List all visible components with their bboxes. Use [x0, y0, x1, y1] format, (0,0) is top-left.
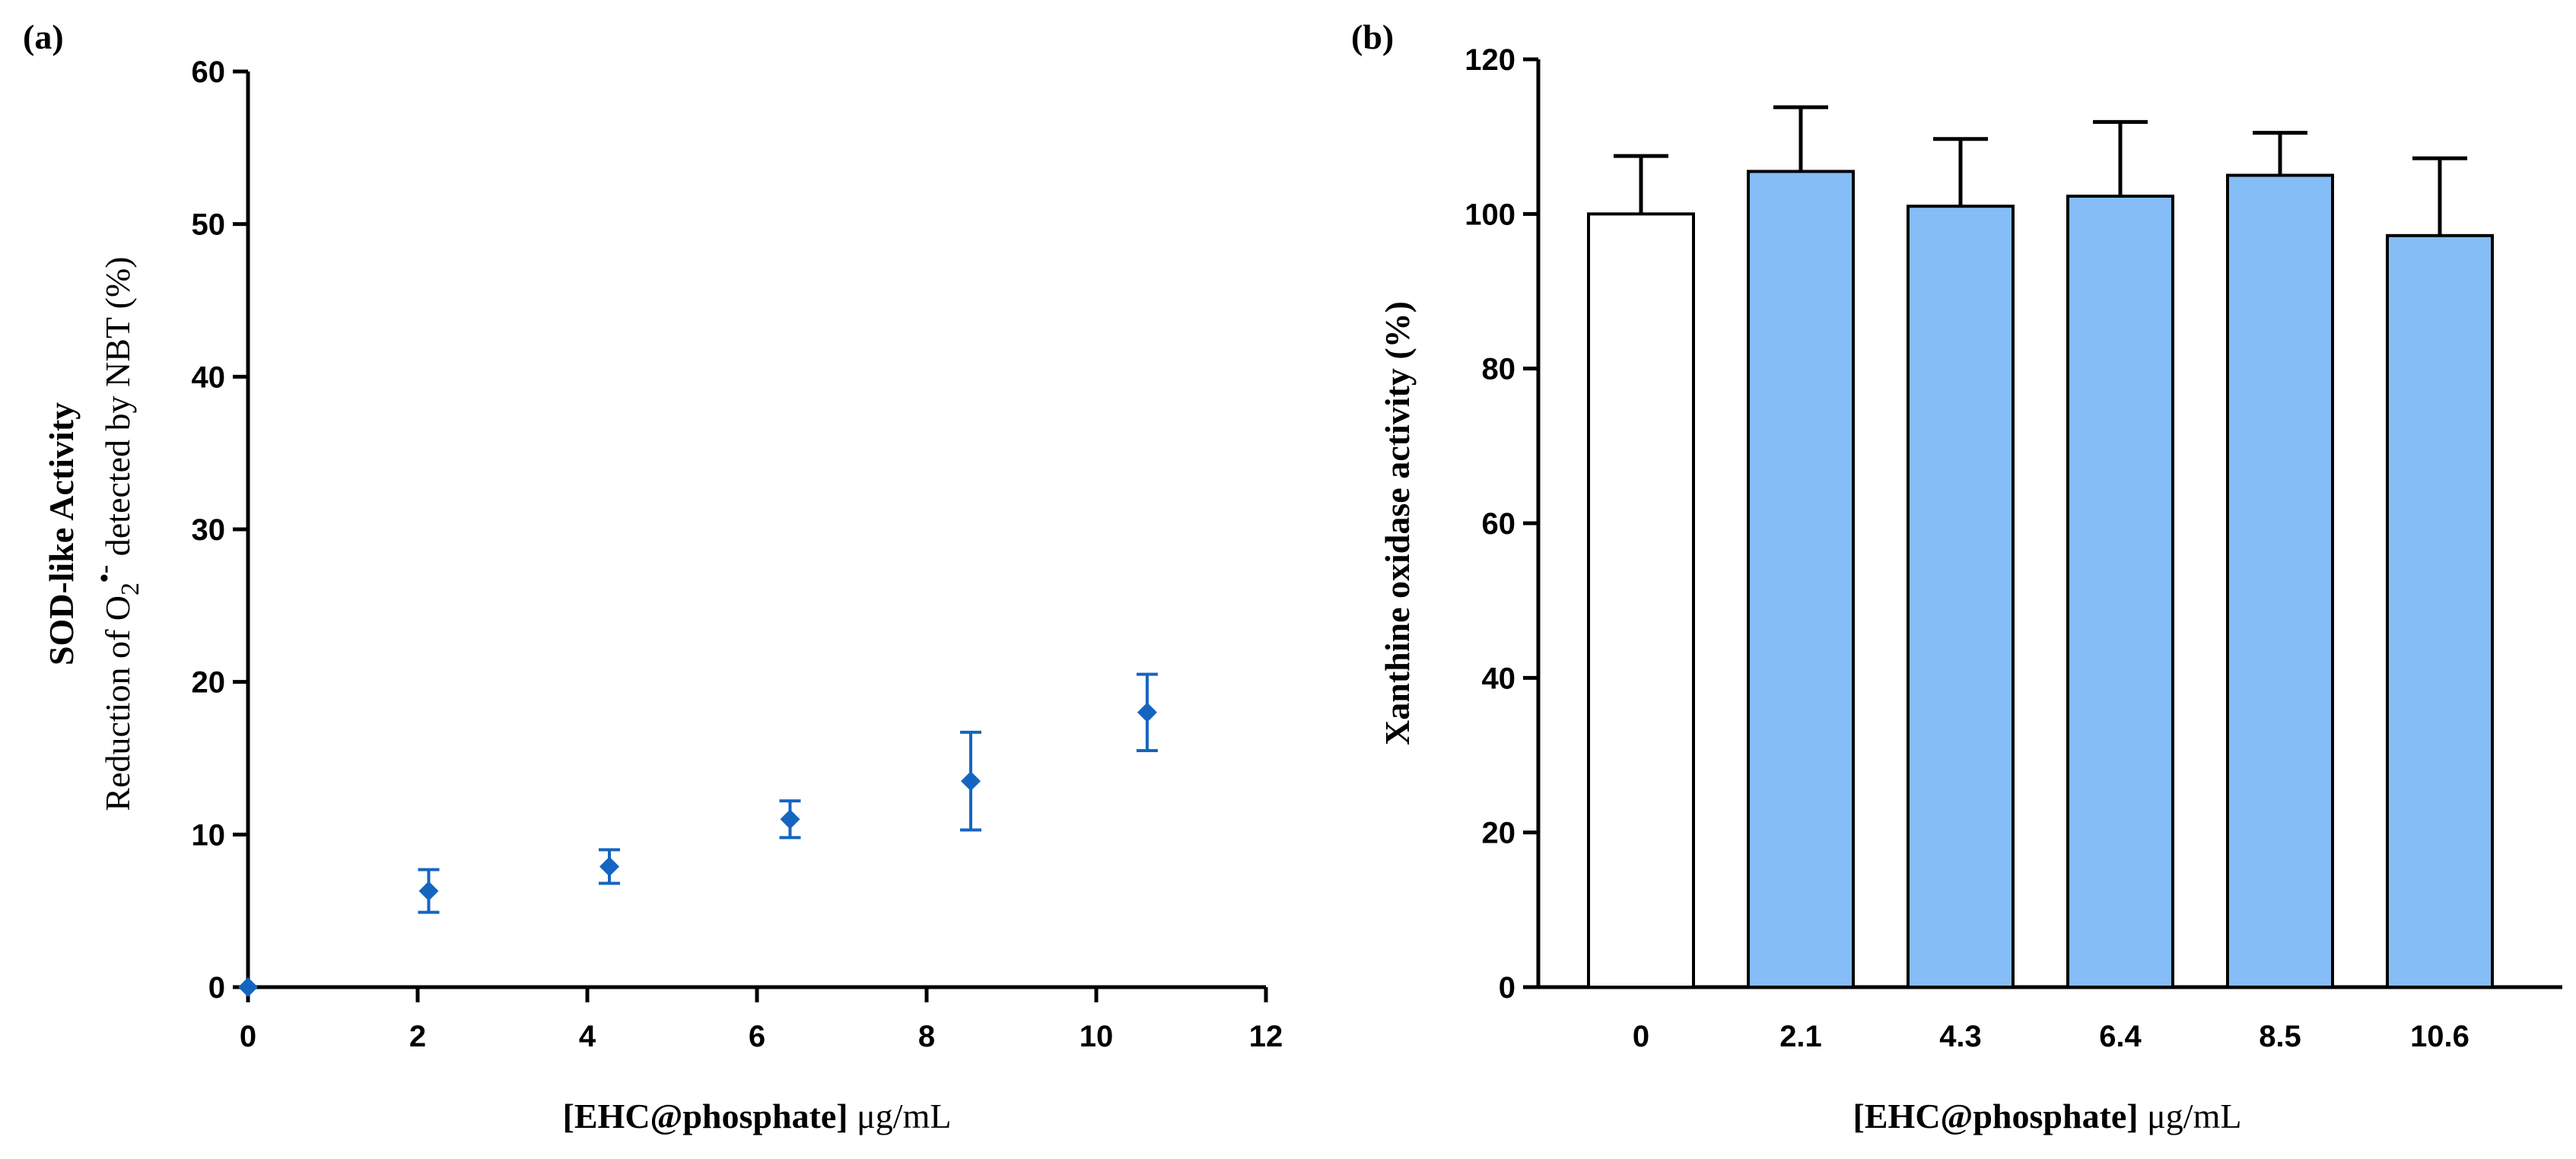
panel-b-x-tick-label: 10.6	[2410, 1020, 2469, 1053]
panel-b-bar-chart: (b) 0 20 40 60 80 100 120 0 2.1 4.3 6.4 8.5 10.6 Xa…	[1351, 17, 2562, 1135]
panel-b-y-ticks: 0 20 40 60 80 100 120	[1465, 43, 1538, 1005]
panel-b-label: (b)	[1351, 17, 1394, 56]
panel-a-x-ticks: 0 2 4 6 8 10 12	[240, 987, 1283, 1053]
panel-a-x-tick-label: 6	[749, 1020, 765, 1053]
panel-a-label: (a)	[23, 17, 64, 56]
panel-b-bar	[1587, 212, 1695, 989]
panel-a-y-title-prefix: Reduction of O	[98, 595, 137, 811]
panel-a-x-tick-label: 10	[1080, 1020, 1114, 1053]
panel-a-x-tick-label: 12	[1249, 1020, 1283, 1053]
panel-a-y-tick-label: 30	[192, 513, 226, 547]
panel-a-y-title-line2: Reduction of O2•- detected by NBT (%)	[91, 256, 145, 811]
panel-b-y-title: Xanthine oxidase activity (%)	[1378, 301, 1417, 745]
panel-a-y-tick-label: 0	[208, 971, 225, 1005]
panel-b-x-title-bold: [EHC@phosphate]	[1853, 1097, 2139, 1135]
panel-a-y-tick-label: 60	[192, 56, 226, 89]
panel-b-y-tick-label: 20	[1482, 817, 1516, 850]
panel-a-scatter-chart: (a) 0 10 20 30 40 50 60 0 2 4 6 8 10 12 SOD-like Act…	[23, 17, 1283, 1135]
panel-b-x-ticks: 0 2.1 4.3 6.4 8.5 10.6	[1633, 1020, 2469, 1053]
panel-a-point-marker	[780, 809, 800, 830]
panel-a-point-marker	[599, 856, 619, 877]
panel-a-x-tick-label: 0	[240, 1020, 256, 1053]
panel-a-point-marker	[960, 771, 981, 792]
panel-b-bar	[1747, 170, 1855, 989]
panel-a-y-title-line1: SOD-like Activity	[42, 402, 81, 665]
panel-b-y-tick-label: 120	[1465, 43, 1515, 77]
panel-a-y-title-sup: •-	[91, 565, 119, 583]
panel-a-x-tick-label: 2	[409, 1020, 426, 1053]
panel-b-x-title: [EHC@phosphate] μg/mL	[1853, 1097, 2242, 1135]
panel-b-y-tick-label: 100	[1465, 198, 1515, 231]
panel-b-bar	[2386, 233, 2494, 989]
panel-b-bar	[2226, 173, 2334, 989]
panel-b-x-tick-label: 8.5	[2259, 1020, 2301, 1053]
panel-b-bar	[2066, 194, 2174, 989]
panel-a-x-title-unit: μg/mL	[848, 1097, 952, 1135]
panel-a-x-title: [EHC@phosphate] μg/mL	[563, 1097, 952, 1135]
panel-b-x-title-unit: μg/mL	[2139, 1097, 2242, 1135]
panel-b-x-tick-label: 2.1	[1779, 1020, 1822, 1053]
panel-a-x-tick-label: 8	[918, 1020, 935, 1053]
panel-b-bars	[1587, 105, 2494, 989]
panel-a-point-marker	[238, 977, 258, 997]
panel-a-y-ticks: 0 10 20 30 40 50 60	[192, 56, 248, 1005]
panel-a-point-marker	[1137, 702, 1157, 722]
panel-b-x-tick-label: 0	[1633, 1020, 1649, 1053]
panel-a-x-title-bold: [EHC@phosphate]	[563, 1097, 848, 1135]
panel-a-x-tick-label: 4	[579, 1020, 596, 1053]
panel-a-y-tick-label: 10	[192, 818, 226, 852]
panel-b-y-tick-label: 0	[1499, 971, 1515, 1005]
panel-b-y-tick-label: 80	[1482, 353, 1516, 386]
panel-b-x-tick-label: 6.4	[2099, 1020, 2142, 1053]
panel-a-data-points	[238, 672, 1158, 997]
panel-a-point-marker	[418, 881, 439, 901]
panel-a-y-title-sub: 2	[116, 583, 145, 595]
panel-a-y-title-suffix: detected by NBT (%)	[98, 256, 137, 564]
panel-b-y-tick-label: 40	[1482, 662, 1516, 695]
panel-b-y-tick-label: 60	[1482, 507, 1516, 541]
panel-a-y-tick-label: 50	[192, 208, 226, 242]
panel-a-y-tick-label: 40	[192, 360, 226, 394]
panel-b-bar	[1907, 205, 2015, 989]
panel-a-y-tick-label: 20	[192, 666, 226, 700]
panel-b-x-tick-label: 4.3	[1939, 1020, 1982, 1053]
